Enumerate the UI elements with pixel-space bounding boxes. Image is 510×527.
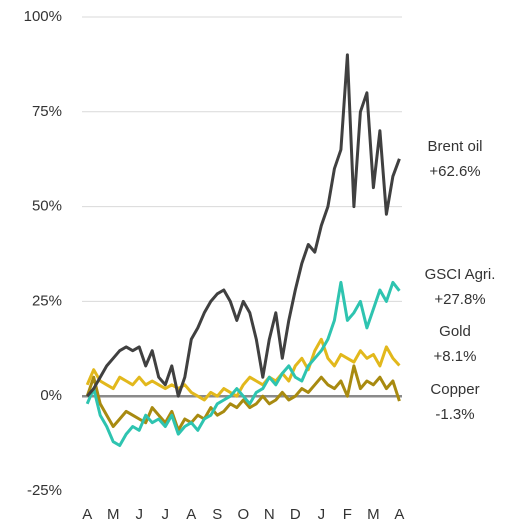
x-tick-label: N: [264, 506, 275, 523]
y-tick-label: 75%: [32, 103, 62, 120]
series-label: Copper: [430, 381, 479, 398]
series-change: +62.6%: [429, 163, 480, 180]
y-tick-label: 25%: [32, 292, 62, 309]
series-change: +8.1%: [434, 348, 477, 365]
x-tick-label: J: [135, 506, 143, 523]
series-change: -1.3%: [435, 406, 474, 423]
x-tick-label: A: [394, 506, 404, 523]
series-change: +27.8%: [434, 291, 485, 308]
x-tick-label: M: [107, 506, 120, 523]
x-tick-label: O: [237, 506, 249, 523]
x-tick-label: S: [212, 506, 222, 523]
series-line: [85, 364, 401, 432]
x-tick-label: J: [162, 506, 170, 523]
series-label: Gold: [439, 323, 471, 340]
y-tick-label: 100%: [24, 8, 62, 25]
x-tick-label: J: [318, 506, 326, 523]
x-tick-label: A: [186, 506, 196, 523]
x-tick-label: D: [290, 506, 301, 523]
y-tick-label: 50%: [32, 198, 62, 215]
x-tick-label: M: [367, 506, 380, 523]
y-tick-label: 0%: [40, 387, 62, 404]
series-label: GSCI Agri.: [425, 266, 496, 283]
series-label: Brent oil: [427, 138, 482, 155]
y-tick-label: -25%: [27, 482, 62, 499]
x-tick-label: F: [343, 506, 352, 523]
series-line: [85, 337, 401, 402]
x-tick-label: A: [82, 506, 92, 523]
series-line: [86, 53, 401, 398]
series-line: [85, 280, 401, 447]
